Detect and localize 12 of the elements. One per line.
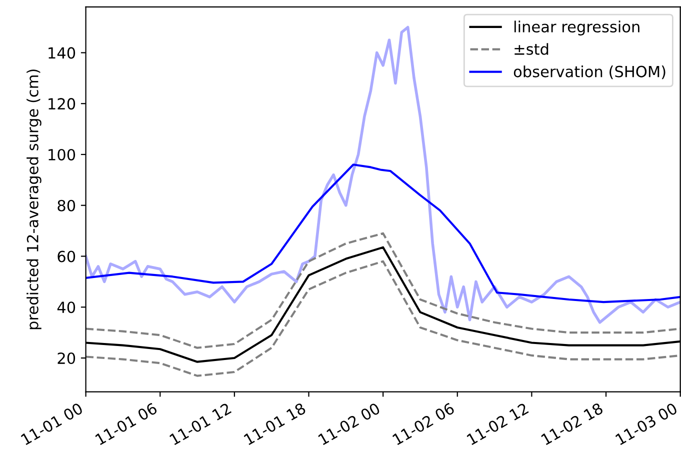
y-tick-label: 60 (58, 250, 76, 262)
y-tick-label: 80 (58, 200, 76, 212)
legend-label: observation (SHOM) (514, 66, 666, 80)
y-axis-title: predicted 12-averaged surge (cm) (26, 70, 42, 330)
legend-label: linear regression (514, 20, 640, 36)
y-tick-label: 120 (48, 98, 76, 110)
legend-label: ±std (514, 43, 548, 55)
y-tick-label: 40 (57, 302, 76, 314)
y-tick-label: 100 (48, 148, 76, 160)
line-series (86, 232, 680, 349)
y-tick-label: 20 (58, 352, 76, 364)
y-tick-label: 140 (48, 47, 76, 59)
